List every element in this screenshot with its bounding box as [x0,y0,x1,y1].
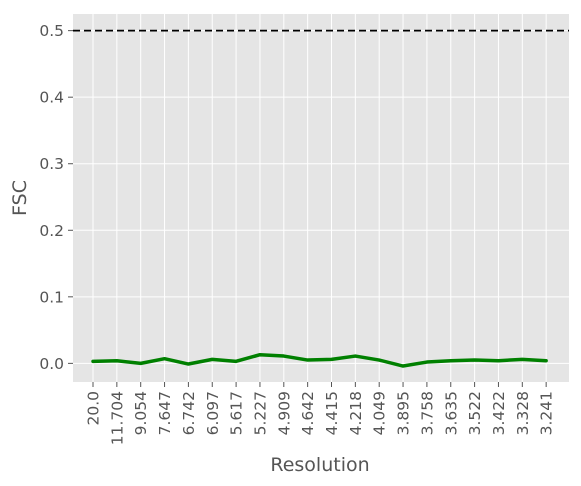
series-group [91,352,548,368]
x-tick-label: 6.742 [180,391,198,435]
x-tick-label: 20.0 [85,391,103,426]
x-tick-label: 11.704 [108,391,126,445]
x-grid-lines [92,14,547,382]
y-tick-label: 0.3 [39,155,64,173]
x-tick-label: 4.909 [275,391,293,435]
x-tick-label: 3.758 [418,391,436,435]
x-tick-label: 5.227 [251,391,269,435]
x-tick-label: 3.241 [538,391,556,435]
y-tick-label: 0.2 [39,222,64,240]
x-axis-title: Resolution [270,454,369,476]
y-tick-label: 0.4 [39,89,64,107]
x-tick-label: 5.617 [228,391,246,435]
x-tick-label: 4.642 [299,391,317,435]
y-tick-label: 0.5 [39,22,64,40]
plot-area [73,14,569,382]
x-tick-label: 7.647 [156,391,174,435]
x-tick-label: 9.054 [132,391,150,435]
x-tick-labels: 20.0 11.704 9.054 7.647 6.742 6.097 5.617 5.227… [85,382,556,445]
x-tick-label: 3.522 [466,391,484,435]
x-tick-label: 3.328 [514,391,532,435]
x-tick-label: 3.895 [395,391,413,435]
y-tick-label: 0.1 [39,288,64,306]
x-tick-label: 4.415 [323,391,341,435]
y-axis-title: FSC [9,180,31,216]
x-tick-label: 3.422 [490,391,508,435]
x-tick-label: 3.635 [442,391,460,435]
fsc-series-line [91,352,548,368]
y-tick-labels: 0.0 0.1 0.2 0.3 0.4 0.5 [39,22,73,373]
x-tick-label: 4.218 [347,391,365,435]
x-tick-label: 4.049 [371,391,389,435]
y-tick-label: 0.0 [39,355,64,373]
x-tick-label: 6.097 [204,391,222,435]
